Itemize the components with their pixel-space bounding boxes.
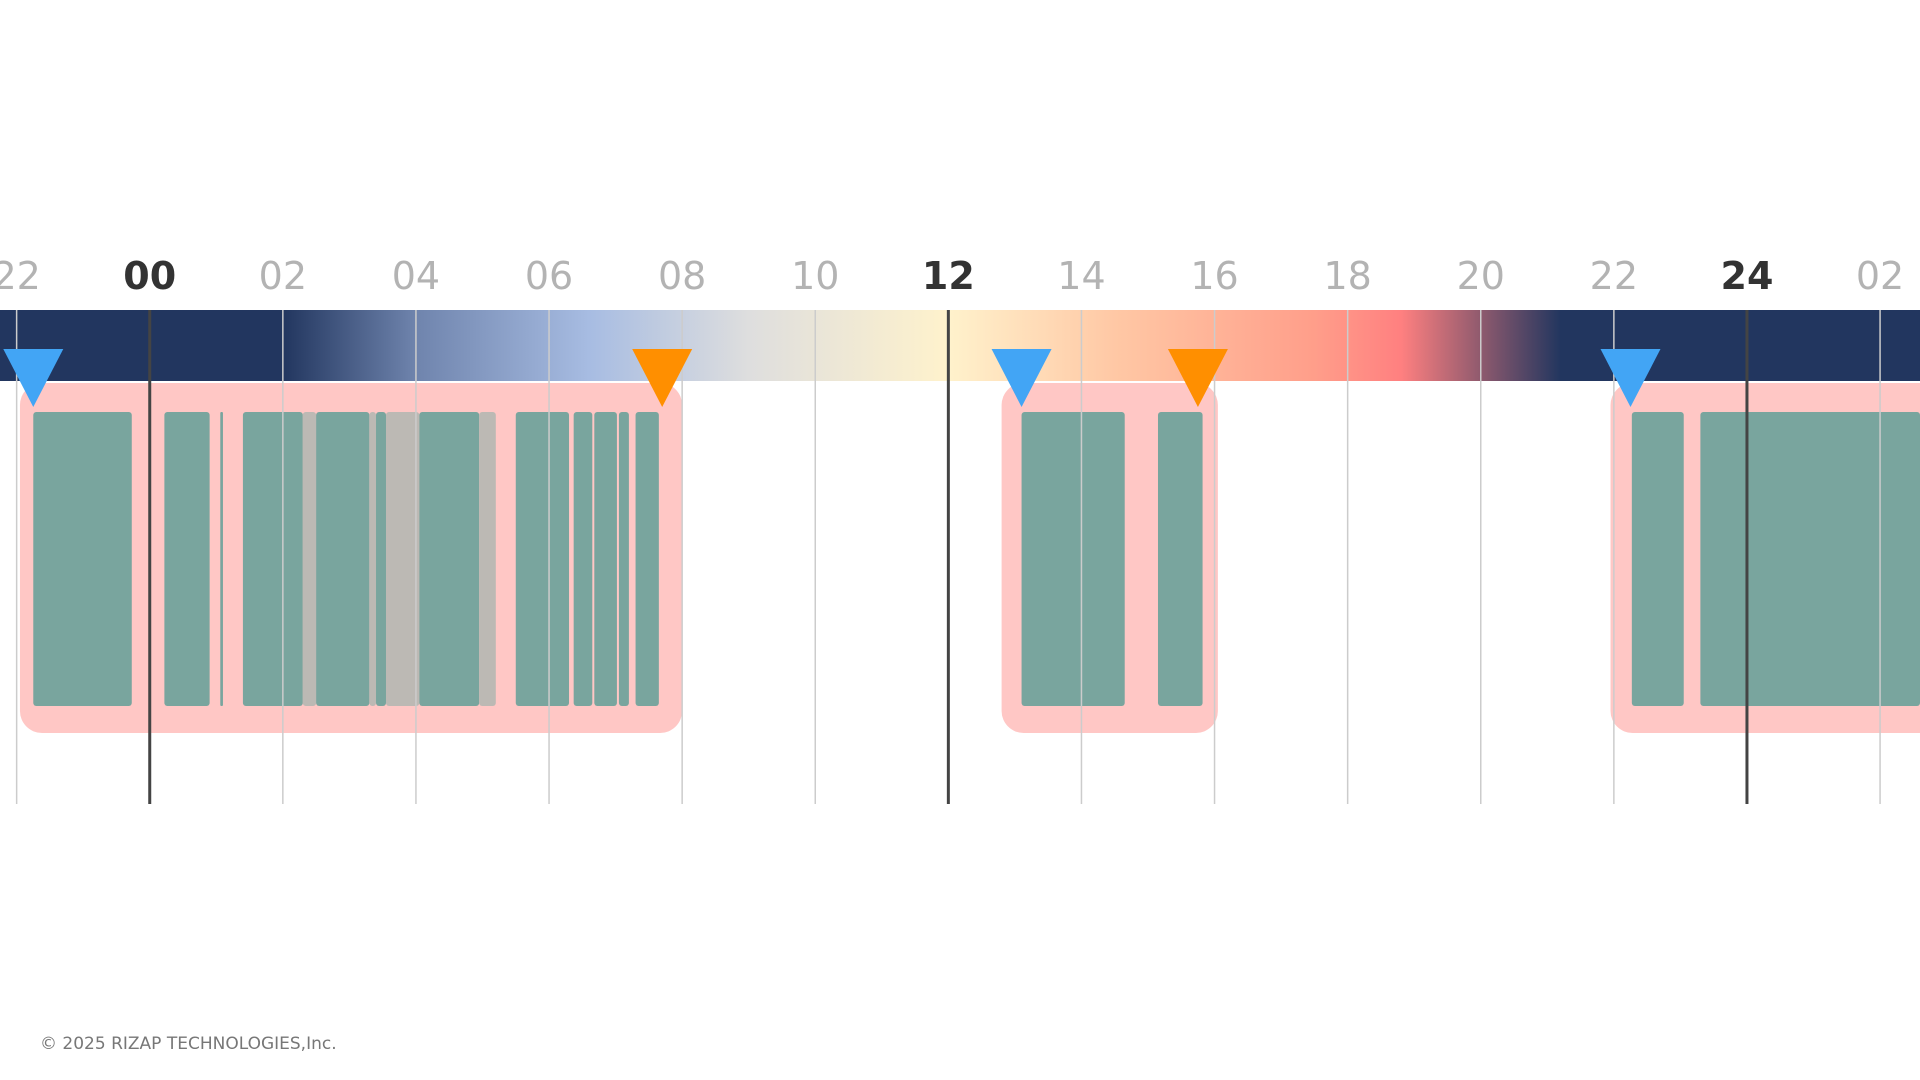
copyright-footer: © 2025 RIZAP TECHNOLOGIES,Inc. xyxy=(40,1034,337,1054)
hour-gridlines xyxy=(15,310,1881,804)
asleep-segment xyxy=(316,412,370,706)
tick-label-02: 02 xyxy=(259,254,307,298)
asleep-segment xyxy=(1157,412,1203,706)
asleep-segment xyxy=(1021,412,1125,706)
bedtime-marker-icon xyxy=(3,349,64,407)
sleep-period-1 xyxy=(19,383,683,733)
asleep-segment xyxy=(242,412,303,706)
asleep-segment xyxy=(573,412,593,706)
sleep-period-2 xyxy=(1001,383,1218,733)
asleep-segment xyxy=(220,412,223,706)
asleep-segment xyxy=(635,412,659,706)
asleep-segment xyxy=(33,412,132,706)
tick-label-18: 18 xyxy=(1323,254,1371,298)
daylight-band-bar xyxy=(0,310,1920,381)
tick-label-16: 16 xyxy=(1190,254,1238,298)
sleep-periods xyxy=(19,383,1920,733)
tick-label-22: 22 xyxy=(0,254,41,298)
tick-label-06: 06 xyxy=(525,254,573,298)
sleep-period-3 xyxy=(1610,383,1920,733)
wake-marker-icon xyxy=(632,349,693,407)
awake-segment xyxy=(369,412,377,706)
awake-segment xyxy=(302,412,317,706)
asleep-segment xyxy=(594,412,617,706)
hour-tick-labels: 22 00 02 04 06 08 10 12 14 16 18 20 22 24 02 xyxy=(0,254,1904,298)
tick-label-24: 24 xyxy=(1721,254,1774,298)
wake-marker-icon xyxy=(1167,349,1228,407)
asleep-segment xyxy=(1700,412,1920,706)
asleep-segment xyxy=(376,412,386,706)
tick-label-14: 14 xyxy=(1057,254,1105,298)
tick-label-20: 20 xyxy=(1457,254,1505,298)
tick-label-00: 00 xyxy=(123,254,176,298)
awake-segment xyxy=(479,412,496,706)
asleep-segment xyxy=(1631,412,1684,706)
tick-label-12: 12 xyxy=(922,254,975,298)
awake-segment xyxy=(385,412,420,706)
tick-label-22: 22 xyxy=(1590,254,1638,298)
asleep-segment xyxy=(618,412,629,706)
asleep-segment xyxy=(419,412,480,706)
bedtime-marker-icon xyxy=(1600,349,1661,407)
bed-wake-markers xyxy=(3,349,1661,407)
bedtime-marker-icon xyxy=(991,349,1052,407)
daylight-band xyxy=(0,310,1920,381)
tick-label-04: 04 xyxy=(392,254,440,298)
tick-label-08: 08 xyxy=(658,254,706,298)
asleep-segment xyxy=(515,412,570,706)
asleep-segment xyxy=(164,412,210,706)
tick-label-02: 02 xyxy=(1856,254,1904,298)
tick-label-10: 10 xyxy=(791,254,839,298)
